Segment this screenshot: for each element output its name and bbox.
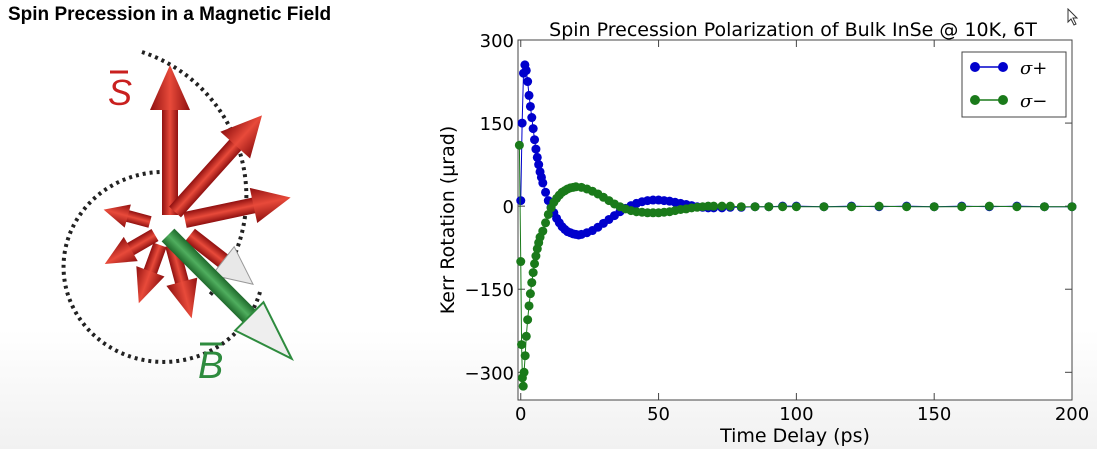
data-point [519,367,529,377]
data-point [524,301,534,311]
data-point [791,202,801,212]
data-point [521,331,531,341]
y-tick-label: 300 [480,31,514,52]
legend-label-sigma-plus: σ+ [1020,58,1047,79]
spin-vector-right [183,187,291,228]
data-point [541,218,551,228]
data-point [534,160,544,170]
y-tick-label: −300 [465,363,514,384]
spin-vector-small-left [103,204,152,228]
data-point [1012,202,1022,212]
data-point [538,226,548,236]
data-point [523,77,533,87]
data-point [523,315,533,325]
x-tick-label: 200 [1055,404,1089,425]
x-tick-label: 0 [515,404,526,425]
spin-vector-lower-right [185,228,254,285]
data-point [521,65,531,75]
data-point [531,144,541,154]
data-point [750,202,760,212]
legend-marker-sigma-minus [998,95,1008,105]
data-point [518,381,528,391]
data-point [1039,202,1049,212]
mouse-cursor-icon [1067,8,1079,26]
data-point [902,202,912,212]
data-point [764,202,774,212]
legend-box [961,51,1067,118]
data-point [516,257,526,267]
data-point [541,187,551,197]
data-point [847,202,857,212]
y-axis-title: Kerr Rotation (μrad) [437,126,459,314]
legend-label-sigma-minus: σ− [1020,91,1047,112]
y-tick-label: −150 [465,280,514,301]
axis-ticks: 0 50 100 150 200 300 150 0 −150 −300 [465,31,1090,425]
data-point [957,202,967,212]
kerr-rotation-chart: Spin Precession Polarization of Bulk InS… [437,19,1090,447]
data-point [528,268,538,278]
data-point [527,278,537,288]
data-point [514,140,524,150]
x-tick-label: 150 [917,404,951,425]
data-point [709,201,719,211]
data-point [530,135,540,145]
spin-precession-diagram: S B [61,50,294,387]
data-point [528,124,538,134]
data-point [778,202,788,212]
spin-label: S [108,72,132,113]
data-point [530,259,540,269]
chart-title: Spin Precession Polarization of Bulk InS… [549,19,1037,41]
data-point [525,101,535,111]
data-point [929,202,939,212]
data-point [725,201,735,211]
data-point [517,118,527,128]
data-point [527,113,537,123]
spin-vector-upper-right [169,115,262,218]
magnetic-field-vector [161,228,294,361]
data-point [517,340,527,350]
data-point [520,351,530,361]
data-point [819,202,829,212]
field-label: B [198,345,223,387]
data-point [1067,202,1077,212]
data-point [736,202,746,212]
data-point [525,289,535,299]
spin-vector-up [150,65,190,215]
data-point [538,178,548,188]
spin-vector-down [165,243,198,319]
legend-marker-sigma-plus [970,62,980,72]
data-point [874,201,884,211]
series-layer [514,60,1077,391]
y-tick-label: 0 [503,197,514,218]
slide-title: Spin Precession in a Magnetic Field [8,4,332,25]
x-tick-label: 50 [647,404,670,425]
series-sigma-minus [514,140,1077,391]
legend-marker-sigma-plus [998,62,1008,72]
data-point [516,196,526,206]
legend-marker-sigma-minus [970,95,980,105]
spin-vector-down-left [136,242,167,304]
spin-vector-left [104,228,159,264]
x-axis-title: Time Delay (ps) [719,425,870,447]
data-point [984,201,994,211]
data-point [717,201,727,211]
data-point [532,152,542,162]
y-tick-label: 150 [480,114,514,135]
data-point [524,90,534,100]
x-tick-label: 100 [779,404,813,425]
legend: σ+ σ− [961,51,1067,118]
data-point [531,251,541,261]
